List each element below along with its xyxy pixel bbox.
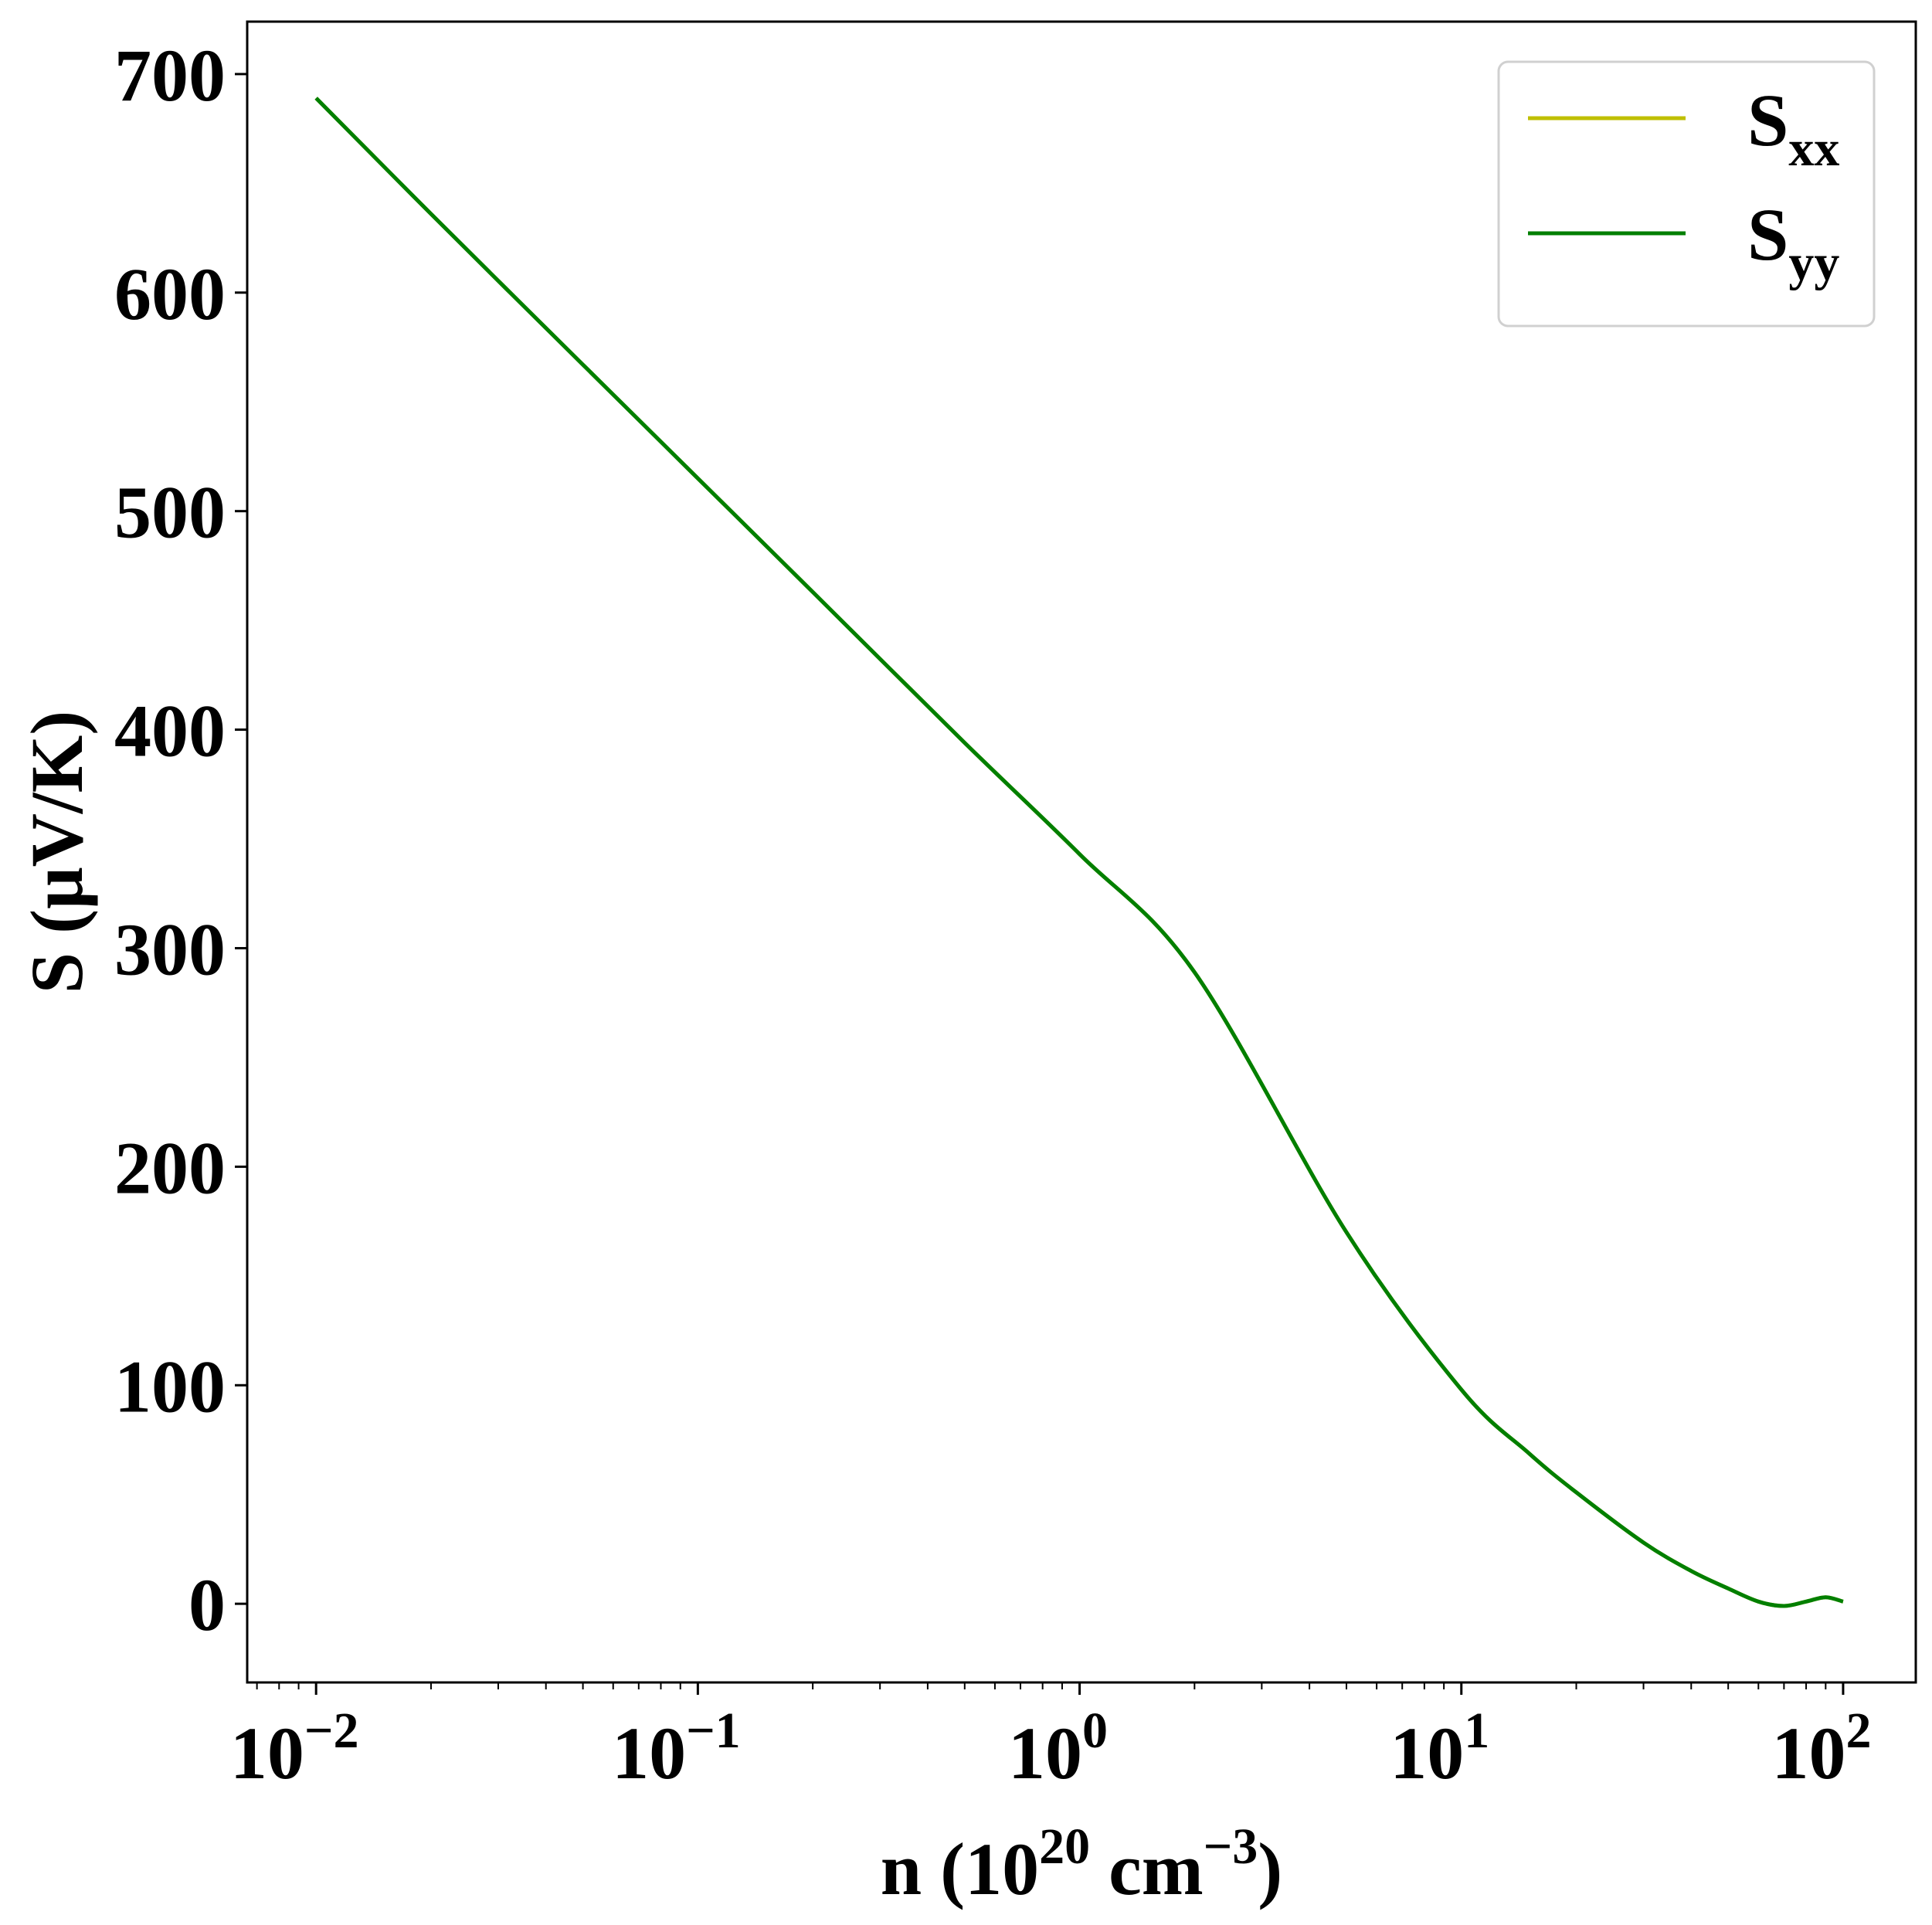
y-tick-label: 700 <box>114 34 226 117</box>
x-tick-label-base: 10 <box>1771 1712 1845 1794</box>
x-tick-label-exponent: −1 <box>686 1703 741 1759</box>
y-tick-label: 300 <box>114 908 226 990</box>
y-tick-label: 100 <box>114 1345 226 1428</box>
x-tick-label-base: 10 <box>1390 1712 1464 1794</box>
x-tick-label-base: 10 <box>230 1712 304 1794</box>
y-tick-label: 200 <box>114 1126 226 1209</box>
series-line-syy <box>314 97 1844 1608</box>
x-axis-label: n (1020 cm−3) <box>881 1818 1283 1910</box>
y-tick-label: 0 <box>188 1563 226 1646</box>
x-tick-label: 10−1 <box>612 1703 741 1794</box>
x-tick-label-base: 10 <box>1008 1712 1082 1794</box>
legend-label-sxx: Sxx <box>1747 79 1839 177</box>
series-lines <box>314 97 1844 1608</box>
x-tick-label: 100 <box>1008 1703 1108 1794</box>
y-axis-label: S (μV/K) <box>15 711 98 993</box>
y-tick-label: 400 <box>114 690 226 772</box>
x-tick-label-base: 10 <box>612 1712 686 1794</box>
legend-label-syy: Syy <box>1747 193 1839 291</box>
x-tick-label: 10−2 <box>230 1703 359 1794</box>
x-tick-label-exponent: 2 <box>1845 1703 1871 1759</box>
legend-frame <box>1497 60 1876 328</box>
x-tick-label-exponent: 0 <box>1082 1703 1108 1759</box>
x-axis-ticks: 10−2 10−1 100 101 102 <box>230 1682 1871 1794</box>
y-tick-label: 600 <box>114 253 226 335</box>
y-tick-label: 500 <box>114 471 226 554</box>
x-tick-label-exponent: 1 <box>1464 1703 1489 1759</box>
x-tick-label: 102 <box>1771 1703 1871 1794</box>
plot-frame <box>246 20 1917 1684</box>
y-axis-ticks: 0 100 200 300 400 500 600 700 <box>114 34 247 1646</box>
x-tick-label-exponent: −2 <box>304 1703 359 1759</box>
x-tick-label: 101 <box>1390 1703 1489 1794</box>
legend: Sxx Syy <box>1497 60 1876 328</box>
